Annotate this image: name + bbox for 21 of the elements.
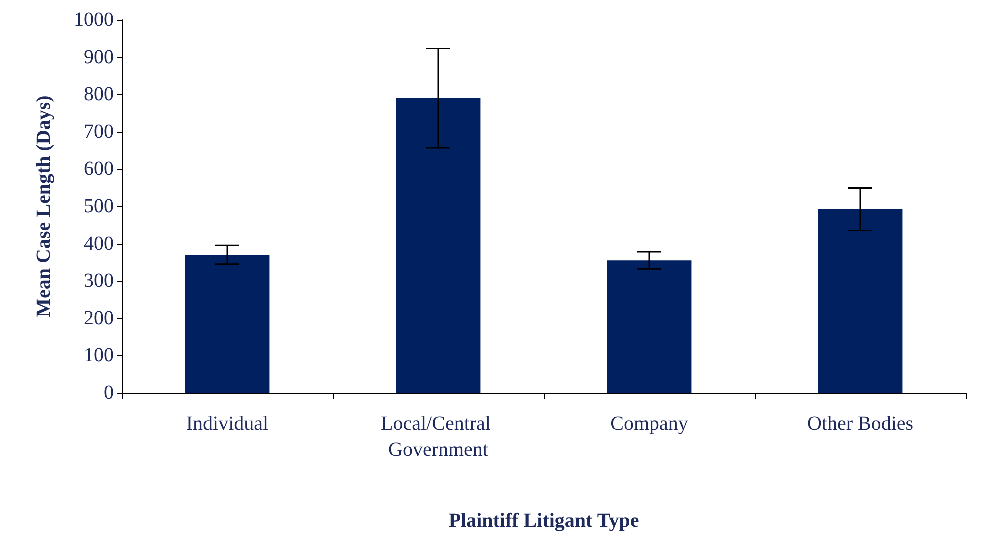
bar (185, 254, 270, 393)
y-tick-label: 800 (84, 84, 114, 106)
y-tick-label: 100 (84, 344, 114, 367)
y-tick-label: 300 (84, 270, 114, 292)
bar (607, 260, 692, 393)
y-tick-label: 500 (84, 196, 114, 218)
y-tick-label: 1000 (74, 9, 114, 31)
x-tick-label: Other Bodies (807, 413, 914, 435)
y-tick-label: 400 (84, 232, 114, 255)
x-axis-title: Plaintiff Litigant Type (448, 510, 640, 532)
bar (818, 209, 903, 393)
y-tick-label: 900 (84, 46, 114, 68)
y-axis-title: Mean Case Length (Days) (33, 96, 55, 318)
y-tick-label: 0 (104, 382, 114, 404)
x-tick-label: Individual (186, 413, 270, 435)
x-tick-label: Company (610, 413, 688, 435)
bar (396, 98, 481, 393)
x-tick-label: Local/Central Government (381, 413, 496, 461)
y-tick-label: 700 (84, 120, 114, 143)
y-tick-label: 600 (84, 158, 114, 180)
y-tick-label: 200 (84, 307, 114, 330)
